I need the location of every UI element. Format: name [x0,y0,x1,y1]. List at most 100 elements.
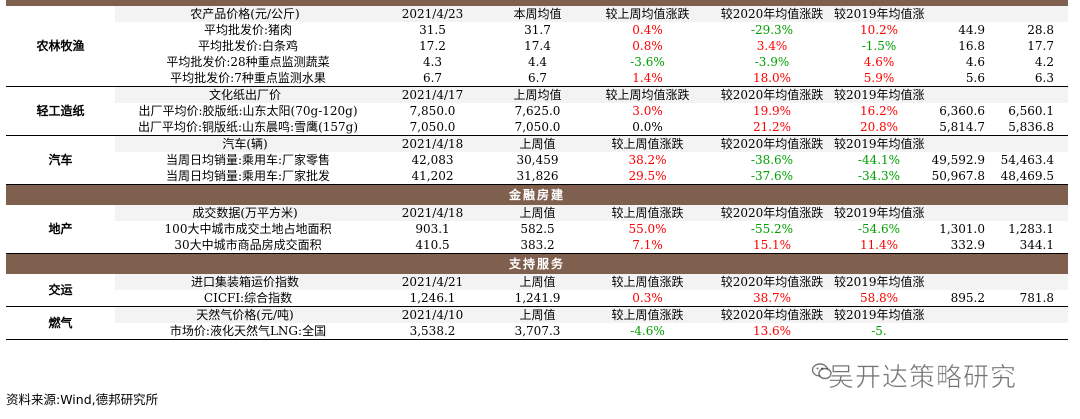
value-cell: 5,814.7 [924,119,999,136]
table-row: 平均批发价:7种重点监测水果 6.7 6.7 1.4% 18.0% 5.9% 5.6 6.3 [6,70,1068,87]
section-header-row: 燃气 天然气价格(元/吨) 2021/4/10 上周值 较上周值涨跌 较2020年均值涨跌… [6,306,1068,340]
header-cell: 较上周均值涨跌 [585,86,710,103]
value-cell: 41,202 [375,168,490,185]
value-cell: 44.9 [958,23,985,37]
value-cell: 58.8% [834,290,924,307]
table-row: 当周日均销量:乘用车:厂家批发 41,202 31,826 29.5% -37.6% -3… [6,168,1068,185]
value-cell: 3,707.3 [490,323,585,340]
value-cell: 1.4% [585,70,710,87]
value-cell: -1.5% [861,39,897,53]
section-label: 汽车 [6,135,115,185]
value-cell: 7,850.0 [409,104,456,118]
value-cell: 31.7 [524,23,551,37]
value-cell: 49,592.9 [931,153,985,167]
value-cell: 6,560.1 [1008,104,1054,118]
value-cell: 16.8 [958,39,985,53]
header-cell: 较上周值涨跌 [585,205,710,221]
header-cell [999,274,1068,290]
section-label: 农林牧渔 [6,6,115,87]
section-band-title: 支持服务 [6,253,1068,274]
value-cell: 903.1 [415,222,450,236]
value-cell: 17.4 [524,39,551,53]
value-cell: 29.5% [585,168,710,185]
value-cell: 21.2% [710,119,834,136]
value-cell: -34.3% [834,168,924,185]
header-cell [999,205,1068,221]
data-table: 农林牧渔 农产品价格(元/公斤) 2021/4/23 本周均值 较上周均值涨跌 较2020… [6,6,1068,340]
header-cell: 较2019年均值涨跌 [834,274,924,290]
header-cell [999,135,1068,152]
source-note: 资料来源:Wind,德邦研究所 [6,392,159,407]
value-cell: 1,246.1 [375,290,490,307]
header-cell: 上周值 [490,274,585,290]
item-name: 市场价:液化天然气LNG:全国 [115,323,375,340]
table-row: 100大中城市成交土地占地面积 903.1 582.5 55.0% -55.2% -54.… [6,221,1068,237]
header-cell: 较2019年均值涨跌 [834,205,924,221]
item-name: 平均批发价:28种重点监测蔬菜 [166,55,330,69]
header-cell: 2021/4/10 [375,306,490,323]
value-cell: 4.3 [422,55,443,69]
section-label: 轻工造纸 [6,86,115,136]
value-cell: 7,050.0 [375,119,490,136]
value-cell: -29.3% [750,23,794,37]
value-cell: 4.6 [965,55,985,69]
value-cell: 3,538.2 [375,323,490,340]
value-cell: 4.4 [527,55,548,69]
header-cell: 较2020年均值涨跌 [710,205,834,221]
value-cell: 28.8 [1027,23,1054,37]
value-cell: 10.2% [859,23,899,37]
header-cell [999,306,1068,323]
value-cell: -3.6% [630,55,665,69]
item-name: 30大中城市商品房成交面积 [115,237,375,254]
header-cell [999,86,1068,103]
value-cell: 20.8% [834,119,924,136]
value-cell: 19.9% [752,104,792,118]
value-cell: 7,050.0 [490,119,585,136]
value-cell: 582.5 [520,222,555,236]
value-cell: 6.7 [490,70,585,87]
value-cell: 6.3 [999,70,1068,87]
value-cell: -44.1% [857,153,901,167]
table-row: 平均批发价:白条鸡 17.2 17.4 0.8% 3.4% -1.5% 16.8 17.7 [6,38,1068,54]
header-cell [999,6,1068,22]
value-cell [924,323,999,340]
value-cell: 1,301.0 [939,222,985,236]
table-row: 出厂平均价:胶版纸:山东太阳(70g-120g) 7,850.0 7,625.0 3.… [6,103,1068,119]
section-band: 支持服务 [6,253,1068,274]
header-cell: 文化纸出厂价 [115,86,375,103]
header-cell: 汽车(辆) [115,135,375,152]
section-header-row: 农林牧渔 农产品价格(元/公斤) 2021/4/23 本周均值 较上周均值涨跌 较2020… [6,6,1068,87]
header-cell: 较2019年均值涨跌 [834,135,924,152]
item-name: 当周日均销量:乘用车:厂家零售 [165,153,331,167]
header-cell: 较上周均值涨跌 [585,6,710,22]
section-header-row: 地产 成交数据(万平方米) 2021/4/18 上周值 较上周值涨跌 较2020年均值涨跌… [6,205,1068,254]
table-row: 出厂平均价:铜版纸:山东晨鸣:雪鹰(157g) 7,050.0 7,050.0 0.0… [6,119,1068,136]
value-cell [999,323,1068,340]
wechat-icon [812,363,832,380]
value-cell: 54,463.4 [1000,153,1054,167]
value-cell: -38.6% [750,153,794,167]
value-cell: 5.6 [924,70,999,87]
value-cell: 0.3% [585,290,710,307]
table-row: 当周日均销量:乘用车:厂家零售 42,083 30,459 38.2% -38.6% -4… [6,152,1068,168]
header-cell [924,6,999,22]
value-cell: 31.5 [419,23,446,37]
value-cell: -4.6% [585,323,710,340]
value-cell: 38.7% [710,290,834,307]
value-cell: 1,241.9 [490,290,585,307]
value-cell: 4.2 [1034,55,1054,69]
header-cell: 较2019年均值涨跌 [834,6,924,22]
item-name: 平均批发价:猪肉 [203,23,293,37]
table-row: CICFI:综合指数 1,246.1 1,241.9 0.3% 38.7% 58.8% 89… [6,290,1068,307]
section-label: 燃气 [6,306,115,340]
value-cell: 0.4% [632,23,663,37]
top-band [6,0,1068,6]
value-cell: 344.1 [999,237,1068,254]
item-name: 平均批发价:白条鸡 [197,39,299,53]
header-cell: 进口集装箱运价指数 [115,274,375,290]
value-cell: 48,469.5 [999,168,1068,185]
value-cell: 4.6% [863,55,895,69]
value-cell: 18.0% [710,70,834,87]
table-row: 市场价:液化天然气LNG:全国 3,538.2 3,707.3 -4.6% 13.6% -… [6,323,1068,340]
item-name: 100大中城市成交土地占地面积 [164,222,332,236]
